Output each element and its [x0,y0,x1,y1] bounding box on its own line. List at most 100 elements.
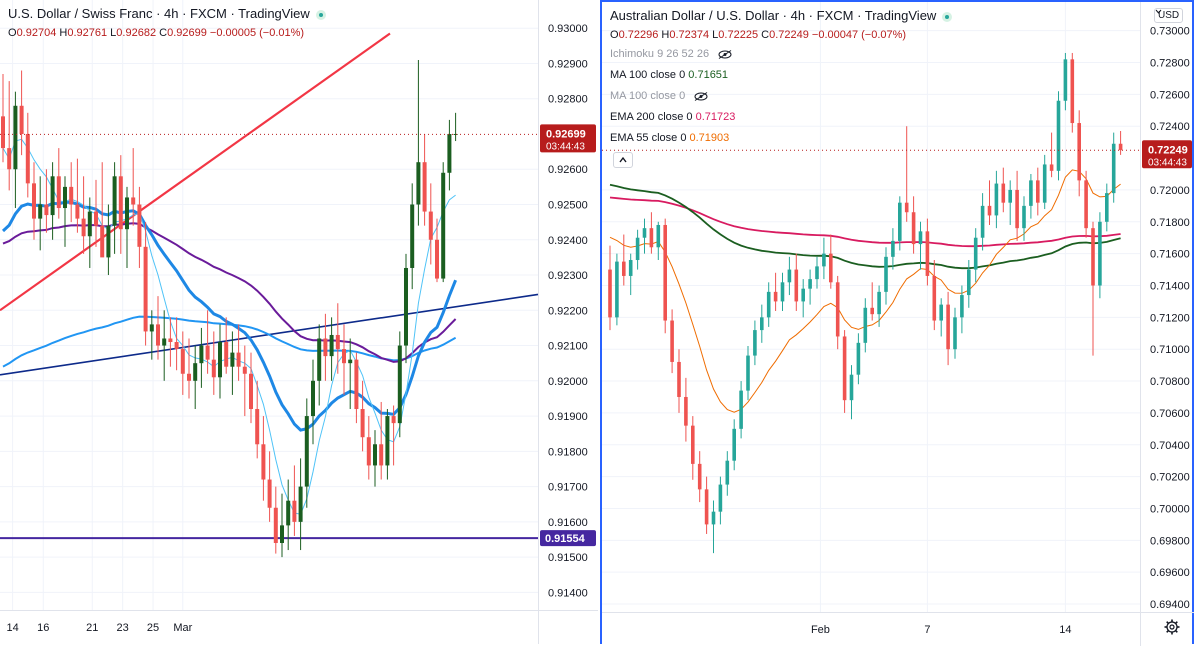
candle-body [863,307,868,343]
candle-body [174,342,179,350]
currency-button[interactable]: USD [1154,8,1184,23]
candle-body [973,237,978,270]
candle-body [691,425,695,464]
indicator-name: Ichimoku 9 26 52 26 [610,48,710,60]
y-axis-tick: 0.92500 [548,200,588,212]
x-axis-tick: Mar [173,622,192,634]
audusd-chart-canvas[interactable]: 0.73000 0.72800 0.72600 0.72400 0.72000 0.718… [602,2,1194,646]
ohlc-low: 0.72225 [718,29,759,41]
candle-body [967,269,971,296]
candle-body [980,205,985,238]
candle-body [1077,123,1081,181]
candle-body [447,133,452,173]
candle-body [230,352,235,367]
candle-body [304,416,309,487]
last-price-badge [1142,140,1192,169]
candle-body [1070,59,1075,124]
usdchf-chart-canvas[interactable]: 0.93000 0.92900 0.92800 0.92600 0.92500 0.924… [0,0,598,644]
red-trendline [0,32,391,312]
candle-body [218,342,222,378]
indicator-ma100[interactable]: MA 100 close 0 0.71651 [610,69,728,81]
candle-body [422,162,427,212]
candle-body [100,225,105,258]
candle-body [1042,164,1047,203]
audusd-chart-pane[interactable]: 0.73000 0.72800 0.72600 0.72400 0.72000 0.718… [600,0,1194,646]
candle-body [211,359,216,378]
y-axis-tick: 0.91600 [548,517,588,529]
candle-body [870,307,874,315]
eye-hidden-icon[interactable] [718,49,732,59]
gear-icon[interactable] [1164,619,1180,635]
candle-body [1105,193,1109,222]
indicator-name: EMA 200 close 0 [610,111,693,123]
candle-body [242,366,247,374]
candle-body [718,484,723,512]
candle-body [925,231,930,276]
candle-body [1091,228,1095,286]
x-axis-tick: 14 [1059,624,1071,636]
candle-body [193,363,198,381]
candle-body [391,416,396,424]
y-axis-tick: 0.71600 [1150,249,1190,261]
y-axis-tick: 0.91900 [548,411,588,423]
candle-body [960,295,964,318]
candle-body [766,291,771,318]
candle-body [156,324,160,346]
candle-body [911,212,916,245]
candle-body [354,359,359,410]
y-axis-tick: 0.71000 [1150,344,1190,356]
last-price-label: 0.92699 [546,128,586,140]
candle-body [939,304,943,321]
candle-body [32,183,36,219]
candle-body [697,463,702,490]
indicator-value: 0.71723 [695,111,736,123]
y-axis-tick: 0.71200 [1150,312,1190,324]
indicator-ema200[interactable]: EMA 200 close 0 0.71723 [610,111,735,123]
candle-body [385,416,390,466]
audusd-title-text: Australian Dollar / U.S. Dollar · 4h · F… [610,8,937,23]
candle-body [261,444,266,480]
candle-body [891,240,895,257]
candle-body [822,253,826,267]
candle-body [1,116,5,149]
y-axis-tick: 0.72400 [1150,121,1190,133]
market-open-icon [942,11,953,22]
candle-body [1056,100,1061,171]
candle-body [622,261,626,276]
usdchf-chart-pane[interactable]: 0.93000 0.92900 0.92800 0.92600 0.92500 0.924… [0,0,598,644]
candle-body [1098,221,1102,286]
candle-body [835,282,840,337]
collapse-legend-button[interactable] [613,152,633,168]
y-axis-tick: 0.92200 [548,305,588,317]
x-axis-tick: Feb [811,624,830,636]
candle-body [348,359,353,364]
candle-body [205,345,210,360]
indicator-ema55[interactable]: EMA 55 close 0 0.71903 [610,132,729,144]
indicator-ichimoku[interactable]: Ichimoku 9 26 52 26 [610,48,732,60]
indicator-value: 0.71651 [688,69,729,81]
y-axis-tick: 0.93000 [548,23,588,35]
candle-body [137,204,142,247]
candle-body [642,228,647,238]
eye-hidden-icon[interactable] [694,91,708,101]
candle-body [739,390,743,429]
candle-body [50,176,55,216]
y-axis-tick: 0.69400 [1150,599,1190,611]
y-axis-tick: 0.92600 [548,164,588,176]
candle-body [670,320,674,362]
candle-body [725,460,730,485]
ema-200-line [609,196,1121,248]
candle-body [317,338,322,381]
ma-100-line [609,183,1121,270]
candle-body [615,261,619,318]
candle-body [746,355,750,391]
candle-body [298,486,303,522]
candle-body [280,525,284,544]
y-axis-tick: 0.70800 [1150,376,1190,388]
candle-body [292,500,297,522]
candle-body [794,269,799,302]
candle-body [131,197,136,205]
indicator-ma100-hidden[interactable]: MA 100 close 0 [610,90,708,102]
candle-body [1008,189,1012,203]
candle-body [199,345,204,364]
